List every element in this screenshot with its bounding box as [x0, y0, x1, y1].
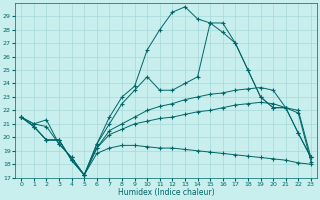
X-axis label: Humidex (Indice chaleur): Humidex (Indice chaleur)	[118, 188, 214, 197]
